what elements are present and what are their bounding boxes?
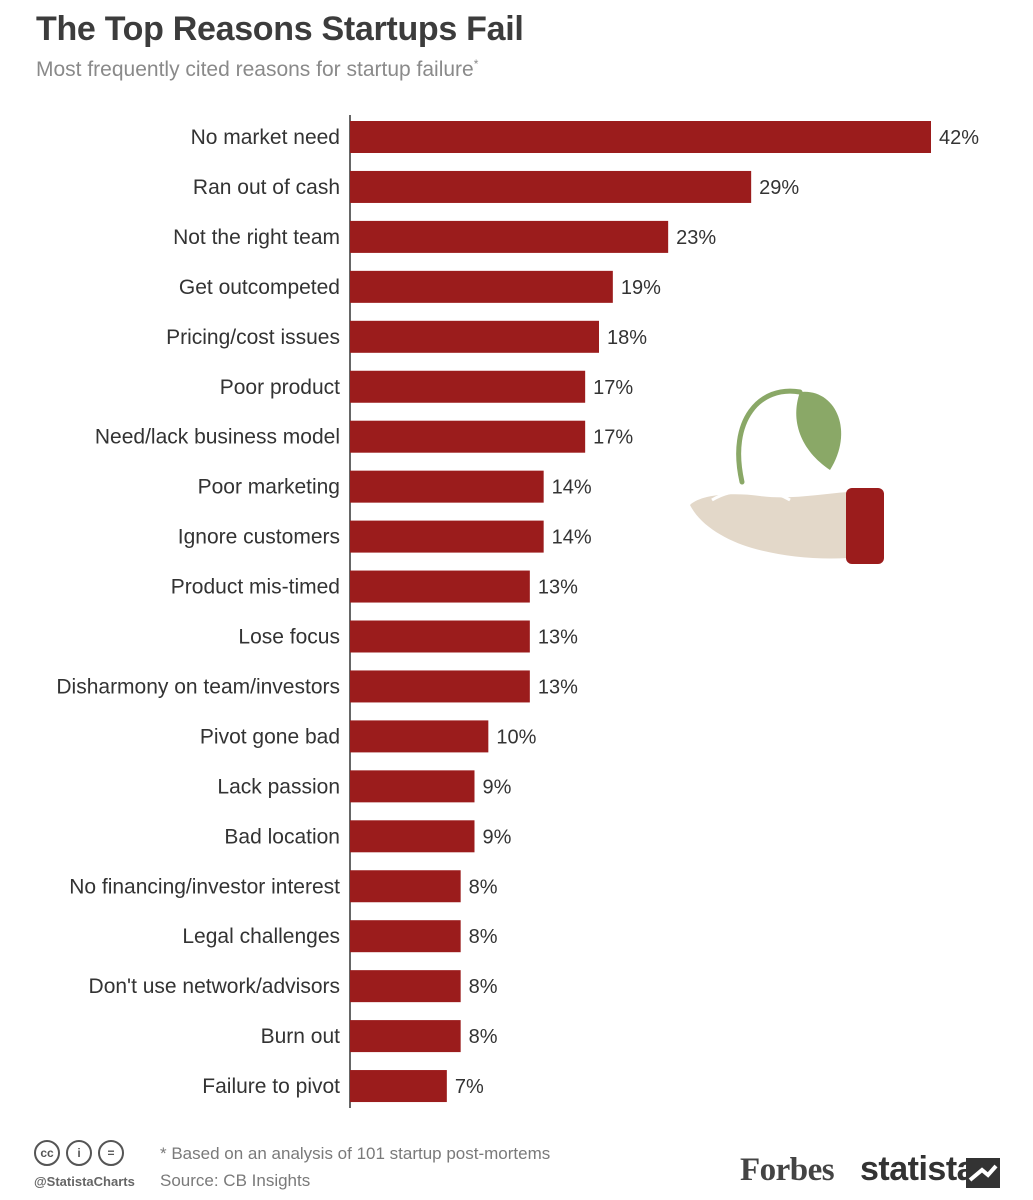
data-label: 13% [538, 577, 578, 599]
data-label: 13% [538, 627, 578, 649]
category-label: Get outcompeted [179, 276, 340, 299]
category-label: Pricing/cost issues [166, 326, 340, 349]
bar [350, 720, 489, 753]
data-label: 8% [469, 976, 498, 998]
bar [350, 870, 461, 903]
bar [350, 1070, 447, 1103]
subtitle-text: Most frequently cited reasons for startu… [36, 58, 474, 81]
category-label: Disharmony on team/investors [56, 675, 340, 698]
chart-subtitle: Most frequently cited reasons for startu… [36, 57, 478, 82]
bar-chart: No market need 42% Ran out of cash 29% Not t… [56, 115, 979, 1109]
data-label: 9% [483, 826, 512, 848]
data-label: 17% [593, 377, 633, 399]
forbes-logo: Forbes [740, 1152, 835, 1188]
bar [350, 170, 752, 203]
no-derivatives-icon: = [98, 1140, 124, 1166]
data-label: 10% [496, 726, 536, 748]
source-note: Source: CB Insights [160, 1171, 311, 1190]
category-label: No market need [191, 126, 340, 149]
statista-logo: statista [860, 1150, 976, 1188]
leaf-icon [736, 388, 842, 485]
category-label: Need/lack business model [95, 426, 340, 449]
data-label: 14% [552, 527, 592, 549]
twitter-handle: @StatistaCharts [34, 1174, 135, 1189]
category-label: Burn out [261, 1025, 341, 1048]
bar [350, 770, 475, 803]
bar [350, 670, 530, 703]
data-label: 7% [455, 1076, 484, 1098]
category-label: Pivot gone bad [200, 725, 340, 748]
category-label: Poor product [220, 376, 340, 399]
bar [350, 620, 530, 653]
data-label: 17% [593, 427, 633, 449]
bar [350, 570, 530, 603]
category-label: Ignore customers [178, 526, 340, 549]
attribution-icon: i [66, 1140, 92, 1166]
data-label: 19% [621, 277, 661, 299]
category-label: Ran out of cash [193, 176, 340, 199]
hand-icon [690, 488, 884, 564]
footnote: * Based on an analysis of 101 startup po… [160, 1144, 551, 1163]
bars-group: No market need 42% Ran out of cash 29% Not t… [56, 121, 979, 1103]
bar [350, 320, 599, 353]
data-label: 14% [552, 477, 592, 499]
category-label: Poor marketing [198, 476, 340, 499]
data-label: 8% [469, 1026, 498, 1048]
bar [350, 220, 669, 253]
category-label: No financing/investor interest [69, 875, 340, 898]
bar [350, 470, 544, 503]
category-label: Not the right team [173, 226, 340, 249]
category-label: Failure to pivot [202, 1075, 340, 1098]
data-label: 8% [469, 876, 498, 898]
bar [350, 820, 475, 853]
bar [350, 420, 586, 453]
data-label: 13% [538, 676, 578, 698]
chart-title: The Top Reasons Startups Fail [36, 10, 524, 48]
bar [350, 520, 544, 553]
bar [350, 920, 461, 953]
seedling-hand-illustration [690, 388, 884, 564]
bar [350, 121, 931, 153]
category-label: Lose focus [238, 626, 340, 649]
data-label: 18% [607, 327, 647, 349]
data-label: 29% [759, 177, 799, 199]
bar [350, 370, 586, 403]
category-label: Bad location [224, 825, 340, 848]
category-label: Legal challenges [182, 925, 340, 948]
cc-icon: cc [34, 1140, 60, 1166]
statista-mark-icon [966, 1158, 1000, 1188]
data-label: 23% [676, 227, 716, 249]
data-label: 9% [483, 776, 512, 798]
subtitle-asterisk: * [473, 57, 479, 71]
bar [350, 1020, 461, 1053]
data-label: 42% [939, 127, 979, 149]
bar [350, 970, 461, 1003]
category-label: Lack passion [217, 775, 340, 798]
category-label: Don't use network/advisors [89, 975, 340, 998]
data-label: 8% [469, 926, 498, 948]
bar [350, 270, 613, 303]
license-icons: cc i = [34, 1140, 124, 1166]
category-label: Product mis-timed [171, 576, 340, 599]
